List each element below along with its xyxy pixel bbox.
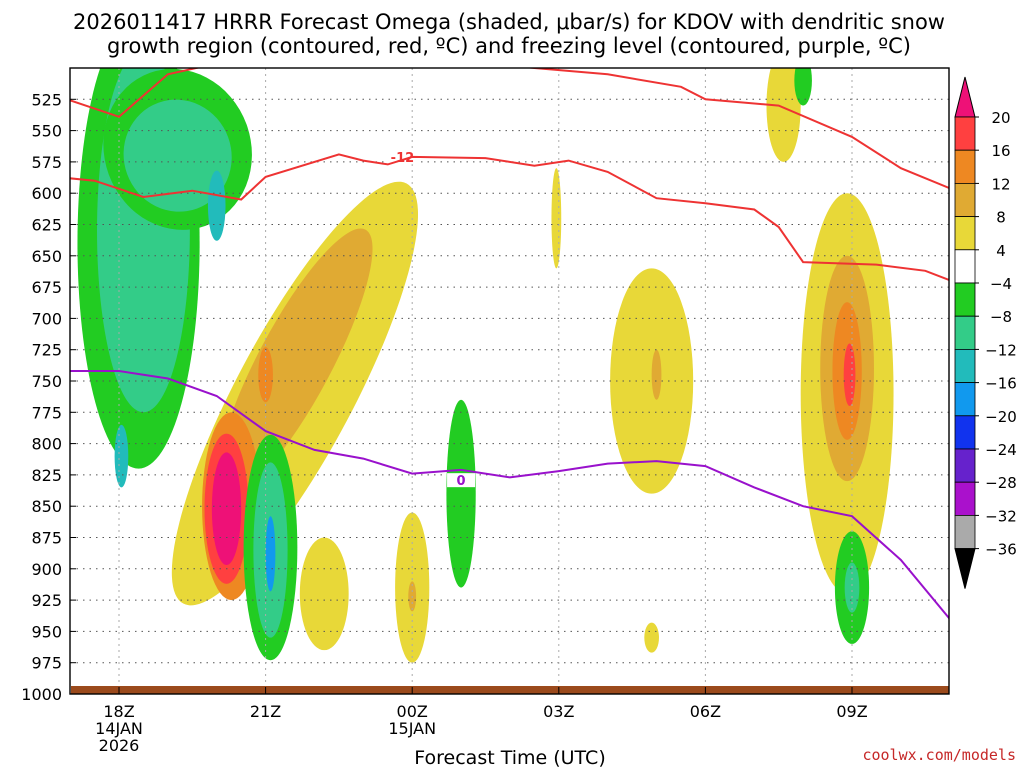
omega-blob-small-bottom [644, 622, 659, 653]
y-tick-label: 750 [31, 372, 62, 391]
omega-blob-corner-yellow [969, 594, 989, 644]
y-tick-label: 650 [31, 247, 62, 266]
y-tick-label: 700 [31, 309, 62, 328]
omega-blob-green-mid [446, 399, 476, 588]
omega-blob-yellow-bottom-1 [299, 537, 349, 651]
colorbar-swatch [954, 348, 976, 383]
colorbar-label: 8 [996, 209, 1006, 227]
y-tick-label: 900 [31, 560, 62, 579]
chart-title-line2: growth region (contoured, red, ºC) and f… [107, 34, 911, 58]
colorbar-swatch [954, 182, 976, 217]
colorbar-swatch [954, 515, 976, 550]
colorbar-swatch [954, 216, 976, 251]
colorbar-label: −32 [985, 507, 1017, 525]
omega-blob-far-right-red [843, 343, 856, 407]
y-tick-label: 950 [31, 622, 62, 641]
y-tick-label: 625 [31, 216, 62, 235]
colorbar-label: 20 [991, 109, 1010, 127]
y-tick-label: 875 [31, 529, 62, 548]
colorbar: 20 16 12 8 4 −4 −8 −12 −16 −20 −24 −28 −32 −36 [954, 76, 1017, 589]
colorbar-label: 4 [996, 242, 1006, 260]
x-tick-year: 2026 [99, 736, 140, 755]
colorbar-label: 16 [991, 142, 1010, 160]
y-axis: 525 550 575 600 625 650 675 700 725 750 775 800 825 8… [21, 90, 76, 704]
contour-line [70, 68, 201, 118]
colorbar-swatch [954, 382, 976, 417]
x-tick-date: 14JAN [95, 719, 143, 738]
colorbar-label: −28 [985, 474, 1017, 492]
contour-label-bg [388, 150, 417, 165]
colorbar-label: −36 [985, 541, 1017, 559]
colorbar-swatch [954, 249, 976, 284]
contour-label-bg [447, 473, 476, 488]
colorbar-label: −8 [990, 308, 1012, 326]
omega-blob-lower-right-green-core [844, 562, 860, 613]
contour-line [70, 370, 949, 620]
y-tick-label: 850 [31, 497, 62, 516]
omega-shading [77, 68, 989, 663]
colorbar-label: −20 [985, 408, 1017, 426]
x-tick-label: 18Z [103, 702, 134, 721]
omega-blob-right-yellow-core [651, 349, 662, 400]
credit-text: coolwx.com/models [862, 746, 1016, 764]
contour-label: 0 [457, 474, 466, 489]
x-tick-label: 06Z [690, 702, 721, 721]
colorbar-swatch [954, 415, 976, 450]
omega-blob-upper-left-tail-core [123, 99, 232, 212]
omega-blob-low-blue [265, 516, 276, 592]
colorbar-label: −4 [990, 275, 1012, 293]
contour-line [524, 68, 949, 189]
colorbar-swatch [954, 149, 976, 184]
y-tick-label: 775 [31, 403, 62, 422]
y-tick-label: 725 [31, 341, 62, 360]
omega-blob-top-right-green [794, 68, 812, 106]
y-tick-label: 925 [31, 591, 62, 610]
omega-blob-thin-mid [551, 168, 562, 269]
gridlines [70, 68, 949, 694]
omega-blob-right-yellow [610, 268, 694, 494]
x-tick-label: 21Z [250, 702, 281, 721]
y-tick-label: 550 [31, 122, 62, 141]
contour-line [70, 153, 949, 281]
y-tick-label: 1000 [21, 685, 62, 704]
x-tick-label: 03Z [543, 702, 574, 721]
colorbar-label: 12 [991, 175, 1010, 193]
y-tick-label: 975 [31, 654, 62, 673]
y-tick-label: 575 [31, 153, 62, 172]
colorbar-label: −16 [985, 375, 1017, 393]
colorbar-label: −24 [985, 441, 1017, 459]
omega-blob-rising-orange [217, 228, 373, 496]
colorbar-top-arrow [954, 76, 976, 118]
y-tick-label: 825 [31, 466, 62, 485]
contour-label: -12 [391, 151, 415, 166]
colorbar-label: −12 [985, 341, 1017, 359]
y-tick-label: 800 [31, 435, 62, 454]
colorbar-bottom-arrow [954, 548, 976, 589]
isotherm-contours: -12 0 [70, 68, 949, 620]
x-tick-label: 09Z [836, 702, 867, 721]
colorbar-swatch [954, 315, 976, 350]
omega-blob-left-cyan [114, 424, 129, 488]
omega-blob-lowlevel-magenta [211, 452, 242, 566]
y-tick-label: 675 [31, 278, 62, 297]
colorbar-swatch [954, 481, 976, 516]
colorbar-swatch [954, 282, 976, 317]
chart-title-line1: 2026011417 HRRR Forecast Omega (shaded, … [73, 10, 945, 34]
colorbar-swatch [954, 116, 976, 151]
y-tick-label: 525 [31, 90, 62, 109]
omega-blob-top-right [766, 68, 801, 162]
y-tick-label: 600 [31, 184, 62, 203]
ground-surface [71, 686, 949, 694]
colorbar-swatch [954, 448, 976, 483]
x-tick-label: 00Z [397, 702, 428, 721]
omega-blob-upper-left-cyan [207, 170, 226, 241]
x-tick-date: 15JAN [388, 719, 436, 738]
x-axis-label: Forecast Time (UTC) [414, 747, 605, 768]
